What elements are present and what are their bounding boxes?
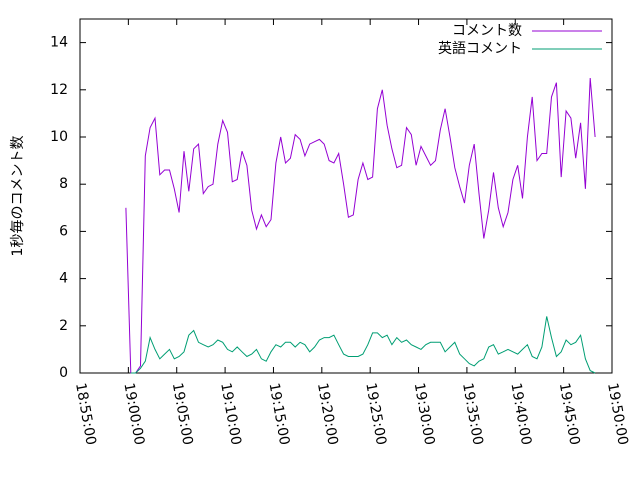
x-tick-label: 19:50:00 [604,382,631,447]
y-tick-label: 10 [50,129,68,145]
y-tick-label: 0 [59,365,68,381]
y-tick-label: 4 [59,271,68,287]
y-tick-label: 2 [59,318,68,334]
x-tick-label: 19:25:00 [362,382,389,447]
legend-label: 英語コメント [438,40,522,57]
series-line [130,316,596,374]
legend-label: コメント数 [452,23,522,39]
x-tick-label: 19:40:00 [507,382,534,447]
x-tick-label: 18:55:00 [72,382,99,447]
series-line [125,77,596,374]
y-axis-label: 1秒毎のコメント数 [10,136,26,257]
x-tick-label: 19:20:00 [314,382,341,447]
x-tick-label: 19:05:00 [169,382,196,447]
plot-frame [79,18,613,374]
x-tick-label: 19:15:00 [266,382,293,447]
x-tick-label: 19:00:00 [120,382,147,447]
x-tick-label: 19:35:00 [459,382,486,447]
x-tick-label: 19:10:00 [217,382,244,447]
y-tick-label: 6 [59,223,68,239]
y-tick-label: 14 [50,35,68,51]
y-tick-label: 8 [59,176,68,192]
x-tick-label: 19:45:00 [556,382,583,447]
x-tick-label: 19:30:00 [411,382,438,447]
y-tick-label: 12 [50,82,68,98]
